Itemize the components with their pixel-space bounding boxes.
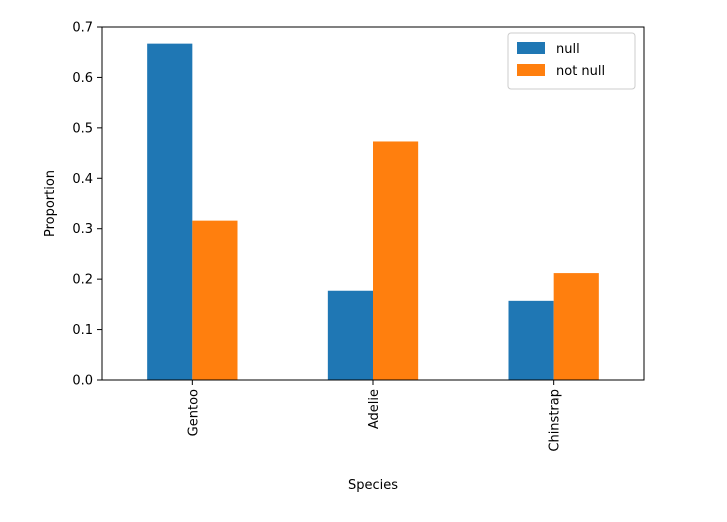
x-tick-label: Adelie [367, 389, 382, 429]
y-tick-label: 0.4 [72, 172, 93, 187]
x-axis-label: Species [348, 478, 398, 493]
bar-null-adelie [327, 290, 373, 380]
bar-null-chinstrap [508, 300, 554, 380]
legend-swatch [517, 64, 545, 76]
bar-not-null-gentoo [192, 220, 238, 380]
y-axis: 0.0 0.1 0.2 0.3 0.4 0.5 0.6 0.7 [72, 21, 102, 389]
legend-swatch [517, 42, 545, 54]
bar-not-null-adelie [373, 141, 419, 380]
legend-label: not null [556, 64, 605, 79]
y-tick-label: 0.6 [72, 71, 93, 86]
x-tick-label: Chinstrap [548, 389, 563, 452]
legend-label: null [556, 42, 580, 57]
y-tick-label: 0.5 [72, 121, 93, 136]
y-axis-label: Proportion [43, 170, 58, 237]
y-tick-label: 0.1 [72, 323, 93, 338]
y-tick-label: 0.7 [72, 21, 93, 36]
bar-not-null-chinstrap [553, 273, 599, 380]
y-tick-label: 0.3 [72, 222, 93, 237]
x-axis: Gentoo Adelie Chinstrap [186, 380, 563, 452]
y-tick-label: 0.2 [72, 273, 93, 288]
bar-null-gentoo [147, 43, 193, 381]
x-tick-label: Gentoo [186, 389, 201, 436]
bars-layer [147, 43, 599, 381]
y-tick-label: 0.0 [72, 374, 93, 389]
legend: null not null [507, 32, 636, 90]
